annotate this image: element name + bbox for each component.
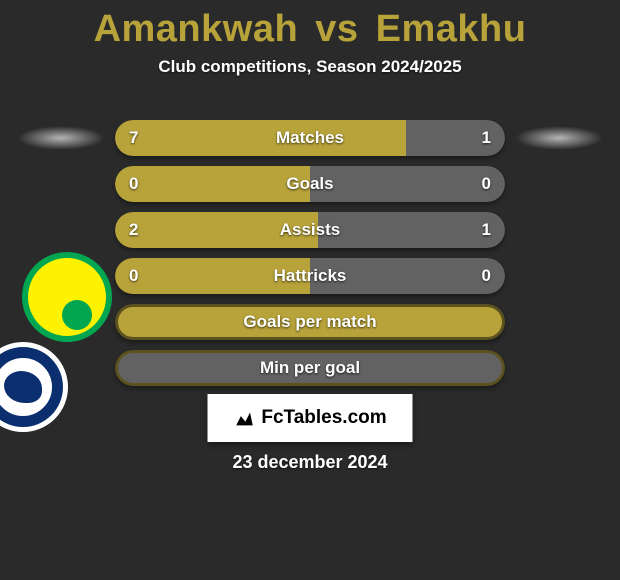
stat-bar-left — [115, 166, 310, 202]
stat-row: Goals per match — [115, 304, 505, 340]
stat-bar-full — [115, 304, 505, 340]
site-logo-icon — [233, 407, 255, 429]
watermark: FcTables.com — [208, 394, 413, 442]
stat-bar-left — [115, 212, 318, 248]
club-badge-right — [0, 342, 68, 432]
watermark-text: FcTables.com — [261, 407, 386, 429]
stat-bar-right — [406, 120, 505, 156]
stat-row: Goals00 — [115, 166, 505, 202]
stat-row: Min per goal — [115, 350, 505, 386]
page-title: Amankwah vs Emakhu — [0, 0, 620, 51]
player-right-name: Emakhu — [376, 8, 527, 50]
stat-bar-left — [115, 258, 310, 294]
player-left-name: Amankwah — [94, 8, 299, 50]
stat-row: Assists21 — [115, 212, 505, 248]
vs-label: vs — [315, 8, 358, 50]
stat-row: Matches71 — [115, 120, 505, 156]
badge-shadow-left — [17, 126, 105, 150]
stat-bar-full — [115, 350, 505, 386]
club-badge-left — [22, 252, 112, 342]
stat-row: Hattricks00 — [115, 258, 505, 294]
date: 23 december 2024 — [0, 452, 620, 473]
stat-bar-right — [318, 212, 505, 248]
badge-shadow-right — [515, 126, 603, 150]
stat-bar-left — [115, 120, 406, 156]
subtitle: Club competitions, Season 2024/2025 — [0, 57, 620, 77]
stats-compare-chart: Matches71 Goals00 Assists21 Hattricks00 Goal… — [115, 120, 505, 396]
stat-bar-right — [310, 258, 505, 294]
stat-bar-right — [310, 166, 505, 202]
